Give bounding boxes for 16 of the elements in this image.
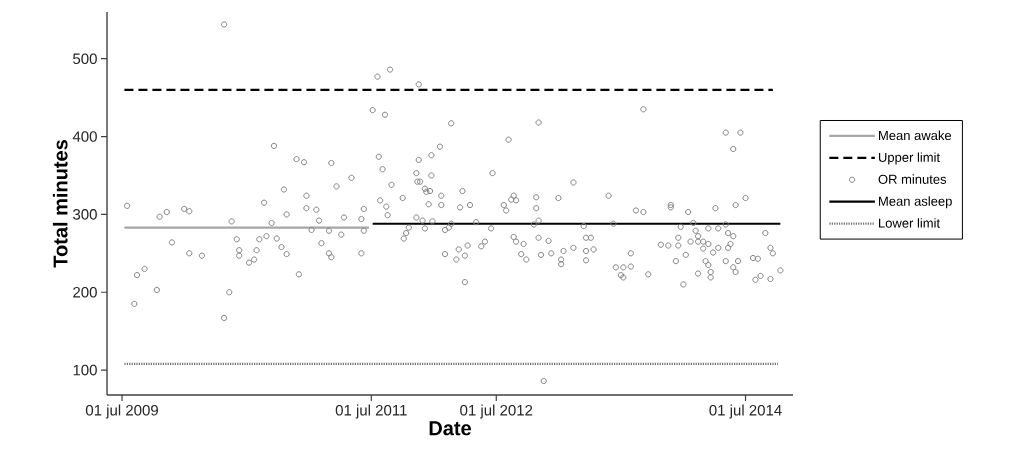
y-tick-label: 400 bbox=[72, 131, 97, 142]
x-tick-label: 01 jul 2009 bbox=[85, 404, 158, 419]
x-axis-title: Date bbox=[429, 421, 471, 436]
legend-label: Upper limit bbox=[878, 152, 940, 165]
x-tick-label: 01 jul 2011 bbox=[335, 404, 407, 419]
y-axis-title: Total minutes bbox=[52, 140, 68, 268]
y-tick-label: 300 bbox=[73, 209, 97, 220]
y-tick-label: 200 bbox=[73, 286, 97, 298]
legend-label: Lower limit bbox=[879, 218, 940, 228]
legend-label: OR minutes bbox=[878, 174, 947, 184]
y-tick-label: 100 bbox=[73, 364, 97, 376]
legend-label: Mean awake bbox=[879, 130, 952, 141]
y-tick-label: 500 bbox=[73, 53, 97, 64]
x-tick-label: 01 jul 2012 bbox=[460, 404, 533, 419]
legend-label: Mean asleep bbox=[879, 196, 952, 209]
x-tick-label: 01 jul 2014 bbox=[709, 404, 782, 419]
